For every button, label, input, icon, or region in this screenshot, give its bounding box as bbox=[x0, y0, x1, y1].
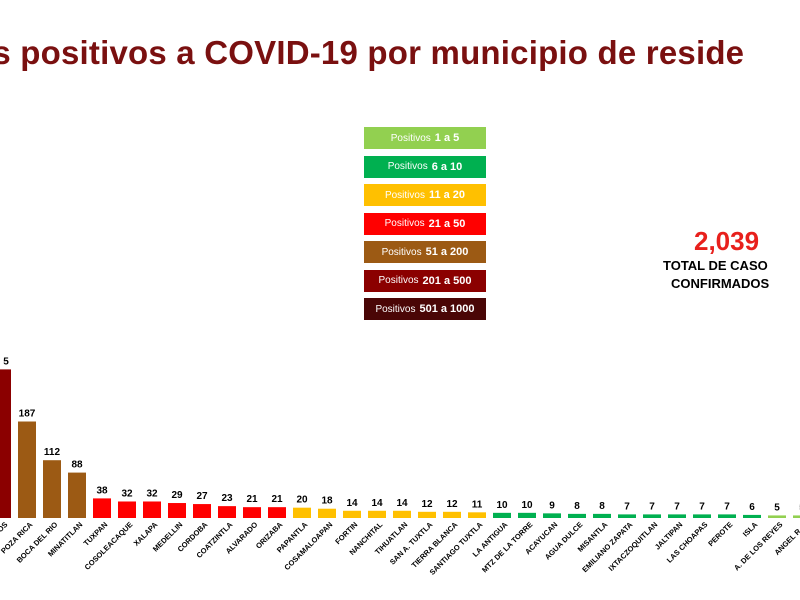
bar-value-label: 7 bbox=[674, 501, 680, 512]
bar bbox=[393, 510, 411, 518]
bar-value-label: 14 bbox=[371, 498, 383, 509]
bar-value-label: 10 bbox=[521, 500, 533, 511]
bar-value-label: 7 bbox=[699, 501, 705, 512]
legend-item-range: 201 a 500 bbox=[422, 274, 472, 287]
bar-value-label: 8 bbox=[599, 501, 605, 512]
legend-item-label: Positivos bbox=[384, 218, 425, 229]
bar-value-label: 14 bbox=[396, 498, 408, 509]
bar bbox=[518, 512, 536, 518]
legend-item-label: Positivos bbox=[381, 246, 422, 258]
bar-value-label: 12 bbox=[446, 499, 458, 510]
total-cases-label-line2: CONFIRMADOS bbox=[671, 276, 770, 291]
bar-value-label: 14 bbox=[346, 498, 358, 509]
bar bbox=[168, 503, 186, 518]
bar-value-label: 88 bbox=[71, 460, 83, 471]
bar bbox=[543, 513, 561, 518]
chart-title: os positivos a COVID-19 por municipio de… bbox=[0, 34, 745, 71]
bar bbox=[293, 507, 311, 518]
bar-value-label: 18 bbox=[321, 496, 333, 507]
bar-value-label: 187 bbox=[19, 409, 36, 420]
category-label: IXTACZOQUITLAN bbox=[607, 520, 660, 573]
legend-item-range: 6 a 10 bbox=[431, 160, 463, 173]
bar-value-label: 27 bbox=[196, 491, 208, 502]
legend-item: Positivos 11 a 20 bbox=[364, 184, 486, 206]
bar bbox=[618, 514, 636, 518]
category-label: PEROTE bbox=[706, 520, 734, 548]
bar bbox=[793, 515, 800, 518]
bar-value-label: 112 bbox=[44, 447, 61, 458]
bar-value-label: 12 bbox=[421, 499, 433, 510]
bar bbox=[443, 511, 461, 518]
bar bbox=[118, 501, 136, 518]
bar-value-label: 5 bbox=[774, 502, 780, 513]
bar bbox=[693, 514, 711, 518]
legend-item-range: 501 a 1000 bbox=[419, 303, 475, 315]
bar-value-label: 6 bbox=[749, 502, 755, 513]
bar bbox=[0, 369, 11, 518]
bar bbox=[668, 514, 686, 518]
bar bbox=[368, 510, 386, 518]
bar bbox=[468, 512, 486, 518]
bar bbox=[643, 514, 661, 518]
bar bbox=[68, 472, 86, 518]
legend-item-range: 1 a 5 bbox=[434, 132, 460, 144]
legend-item: Positivos 6 a 10 bbox=[364, 155, 486, 178]
bar bbox=[568, 513, 586, 518]
legend-item-label: Positivos bbox=[378, 275, 419, 286]
bar bbox=[143, 501, 161, 518]
bar bbox=[243, 507, 261, 518]
bar bbox=[318, 508, 336, 518]
bar bbox=[268, 507, 286, 518]
bar-value-label: 20 bbox=[296, 495, 308, 506]
legend-item: Positivos 21 a 50 bbox=[364, 212, 486, 235]
bar bbox=[718, 514, 736, 518]
bar bbox=[768, 515, 786, 518]
bar bbox=[343, 510, 361, 518]
bar bbox=[193, 504, 211, 518]
bar-value-label: 10 bbox=[496, 500, 508, 511]
bar-value-label: 32 bbox=[146, 488, 158, 499]
legend-item: Positivos 201 a 500 bbox=[364, 269, 486, 292]
bar-value-label: 38 bbox=[96, 485, 108, 496]
color-legend: Positivos 1 a 5 Positivos 6 a 10 Positivos 11… bbox=[364, 127, 486, 327]
bar-value-label: 23 bbox=[221, 493, 233, 504]
bar bbox=[43, 460, 61, 518]
bar-value-label: 5 bbox=[3, 356, 9, 367]
bar bbox=[743, 514, 761, 518]
bar bbox=[493, 512, 511, 518]
bar-value-label: 9 bbox=[549, 500, 555, 511]
bar-value-label: 32 bbox=[121, 488, 133, 499]
bar bbox=[418, 511, 436, 518]
bar-value-label: 21 bbox=[246, 494, 258, 505]
bar-value-label: 7 bbox=[724, 501, 730, 512]
legend-item-label: Positivos bbox=[375, 303, 416, 315]
bar bbox=[18, 421, 36, 518]
legend-item-range: 51 a 200 bbox=[425, 246, 469, 258]
category-label: ISLA bbox=[741, 520, 760, 539]
category-label: COSOLEACAQUE bbox=[83, 520, 135, 572]
bar-value-label: 7 bbox=[649, 501, 655, 512]
legend-item-label: Positivos bbox=[384, 189, 425, 201]
total-cases-value: 2,039 bbox=[694, 226, 760, 256]
bar bbox=[218, 506, 236, 518]
legend-item: Positivos 1 a 5 bbox=[364, 127, 486, 149]
legend-item-label: Positivos bbox=[387, 161, 428, 172]
total-cases-label-line1: TOTAL DE CASO bbox=[663, 258, 768, 273]
legend-item-range: 21 a 50 bbox=[428, 217, 466, 230]
legend-item: Positivos 51 a 200 bbox=[364, 241, 486, 263]
legend-item-label: Positivos bbox=[390, 132, 431, 144]
bar-value-label: 8 bbox=[574, 501, 580, 512]
category-label: SAN A. TUXTLA bbox=[388, 520, 435, 567]
category-label: COSAMALOAPAN bbox=[282, 520, 334, 572]
legend-item: Positivos 501 a 1000 bbox=[364, 298, 486, 320]
bar bbox=[593, 513, 611, 518]
legend-item-range: 11 a 20 bbox=[428, 189, 466, 201]
bar-value-label: 29 bbox=[171, 490, 183, 501]
bar-value-label: 7 bbox=[624, 501, 630, 512]
bar bbox=[93, 498, 111, 518]
bar-value-label: 11 bbox=[472, 499, 483, 510]
bar-value-label: 21 bbox=[271, 494, 283, 505]
